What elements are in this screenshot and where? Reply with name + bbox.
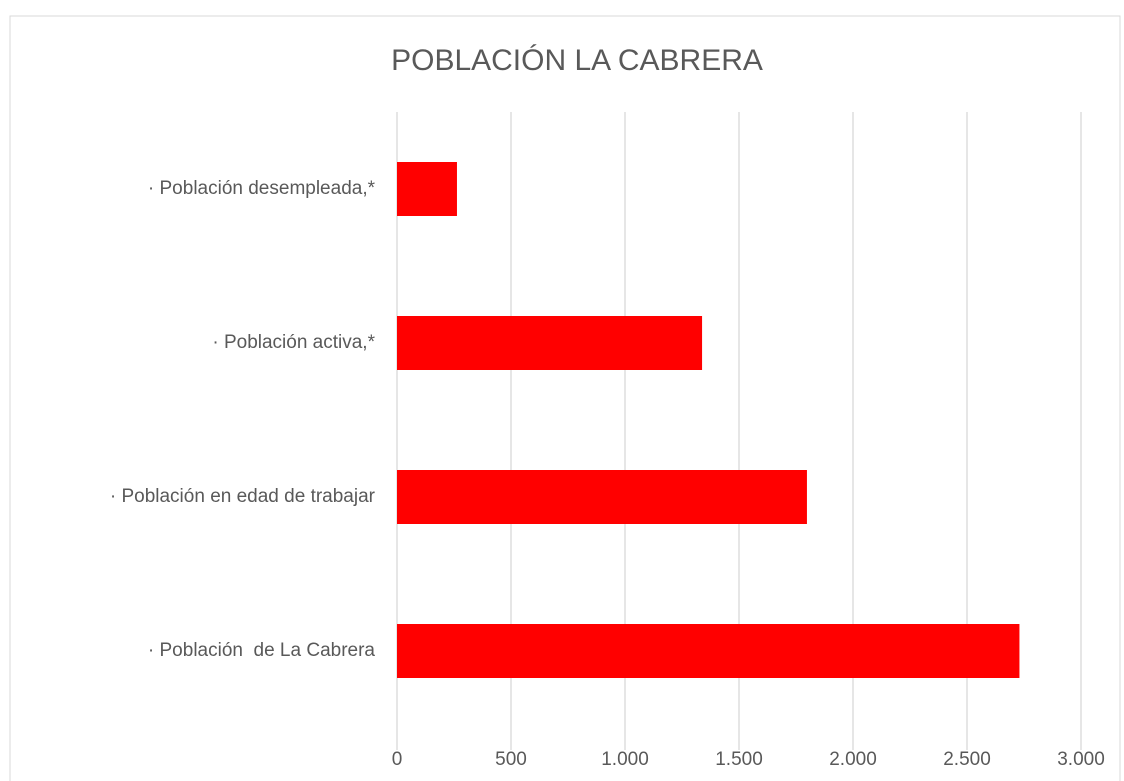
chart-title: POBLACIÓN LA CABRERA [391, 44, 763, 77]
x-tick-label: 0 [392, 749, 403, 770]
chart-frame [9, 15, 1121, 781]
bar [397, 470, 807, 524]
x-tick-label: 2.500 [943, 749, 991, 770]
x-tick-label: 2.000 [829, 749, 877, 770]
x-tick-label: 500 [495, 749, 527, 770]
bar [397, 162, 457, 216]
bar [397, 624, 1020, 678]
y-tick-label: · Población de La Cabrera [148, 640, 376, 661]
bar [397, 316, 703, 370]
x-tick-label: 1.500 [715, 749, 763, 770]
x-tick-label: 1.000 [601, 749, 649, 770]
y-tick-label: · Población activa,* [212, 332, 375, 353]
x-tick-label: 3.000 [1057, 749, 1105, 770]
y-tick-label: · Población en edad de trabajar [110, 486, 376, 507]
y-tick-label: · Población desempleada,* [148, 178, 376, 199]
